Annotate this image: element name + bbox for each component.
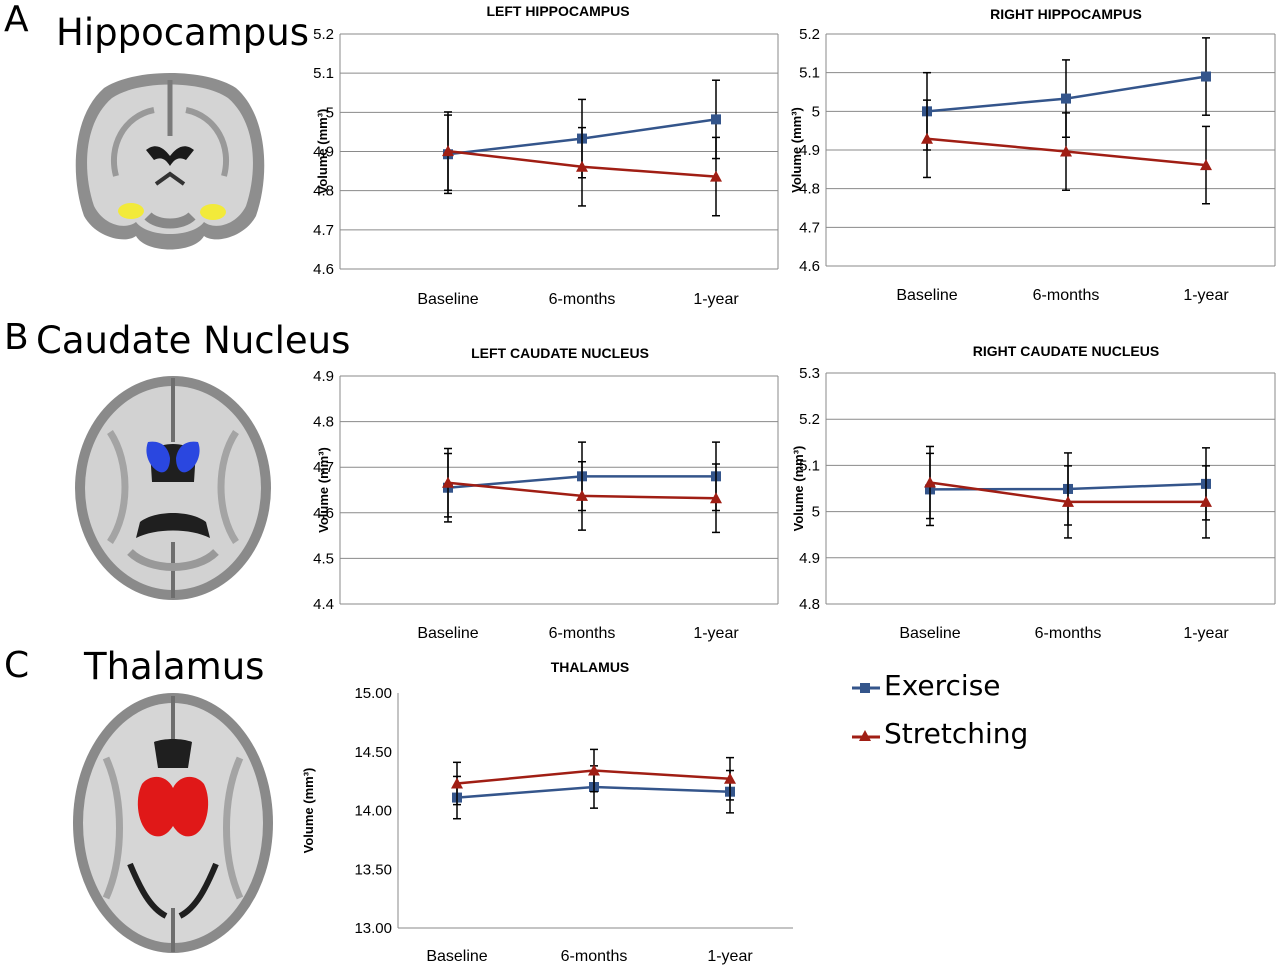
y-tick-label: 5.1 (799, 65, 820, 82)
x-tick-label: 6-months (1035, 625, 1102, 642)
y-tick-label: 4.7 (313, 459, 334, 476)
x-tick-label: 1-year (1183, 625, 1229, 642)
x-tick-label: Baseline (896, 287, 957, 304)
point-stretching (451, 777, 463, 789)
y-tick-label: 5 (812, 103, 820, 120)
x-tick-label: Baseline (417, 291, 478, 308)
brain-slice-axial-thalamus (73, 693, 273, 953)
point-stretching (710, 492, 722, 504)
chart-right-hippocampus: RIGHT HIPPOCAMPUS 4.6 4.7 4.8 4.9 5 5.1 5.2 Volu… (789, 6, 1276, 304)
x-tick-label: Baseline (899, 625, 960, 642)
y-tick-label: 5.2 (799, 26, 820, 43)
point-stretching (442, 476, 454, 488)
y-tick-label: 4.8 (799, 596, 820, 613)
y-tick-label: 14.00 (354, 803, 392, 820)
y-tick-label: 5.2 (799, 411, 820, 428)
point-stretching (924, 476, 936, 488)
y-tick-label: 4.8 (313, 183, 334, 200)
x-tick-label: 1-year (707, 948, 753, 965)
y-tick-label: 4.4 (313, 596, 334, 613)
y-tick-label: 5.1 (799, 457, 820, 474)
point-stretching (576, 160, 588, 172)
y-axis-label: Volume (mm³) (789, 107, 804, 193)
y-tick-label: 5.2 (313, 26, 334, 43)
point-stretching (576, 489, 588, 501)
y-tick-label: 4.9 (799, 142, 820, 159)
chart-title: RIGHT CAUDATE NUCLEUS (973, 343, 1159, 359)
legend-label-stretching: Stretching (884, 717, 1029, 750)
chart-title: LEFT HIPPOCAMPUS (486, 3, 629, 19)
caudate-left-highlight (146, 441, 170, 473)
x-tick-label: 6-months (549, 291, 616, 308)
point-exercise (711, 114, 721, 125)
thalamus-highlight (137, 776, 209, 837)
point-exercise (1201, 71, 1211, 82)
x-tick-label: 1-year (1183, 287, 1229, 304)
y-tick-label: 13.50 (354, 861, 392, 878)
y-tick-label: 5.3 (799, 365, 820, 382)
point-stretching (588, 764, 600, 776)
x-tick-label: Baseline (417, 625, 478, 642)
y-axis-label: Volume (mm³) (791, 446, 806, 532)
panel-letter-b: B (4, 317, 29, 358)
y-tick-label: 15.00 (354, 685, 392, 702)
y-tick-label: 4.8 (313, 414, 334, 431)
point-stretching (710, 170, 722, 182)
x-tick-label: 6-months (1033, 287, 1100, 304)
x-tick-label: Baseline (426, 948, 487, 965)
point-exercise (1061, 93, 1071, 104)
legend-label-exercise: Exercise (884, 669, 1001, 702)
brain-slice-coronal (75, 73, 265, 250)
panel-title-caudate: Caudate Nucleus (36, 319, 351, 362)
y-axis-label: Volume (mm³) (316, 447, 331, 533)
y-tick-label: 4.9 (313, 144, 334, 161)
point-stretching (921, 132, 933, 144)
y-tick-label: 4.5 (313, 550, 334, 567)
y-axis-label: Volume (mm³) (301, 768, 316, 854)
point-stretching (724, 772, 736, 784)
panel-title-thalamus: Thalamus (84, 645, 265, 688)
point-stretching (1062, 495, 1074, 507)
y-tick-label: 4.6 (313, 261, 334, 278)
chart-title: LEFT CAUDATE NUCLEUS (471, 345, 649, 361)
y-axis-label: Volume (mm³) (315, 109, 330, 195)
hippocampus-right-highlight (200, 204, 226, 220)
y-tick-label: 4.6 (799, 258, 820, 275)
y-tick-label: 13.00 (354, 920, 392, 937)
chart-right-caudate: RIGHT CAUDATE NUCLEUS 4.8 4.9 5 5.1 5.2 5.3 Vol… (791, 343, 1276, 642)
brain-slice-axial-caudate (75, 376, 271, 600)
y-tick-label: 4.7 (313, 222, 334, 239)
x-tick-label: 6-months (549, 625, 616, 642)
chart-left-caudate: LEFT CAUDATE NUCLEUS 4.4 4.5 4.6 4.7 4.8 4.9 Vo… (313, 345, 779, 642)
x-tick-label: 6-months (561, 948, 628, 965)
legend-marker-exercise (852, 683, 880, 693)
point-stretching (442, 145, 454, 157)
chart-title: THALAMUS (551, 659, 630, 675)
x-tick-label: 1-year (693, 625, 739, 642)
y-tick-label: 5 (812, 504, 820, 521)
caudate-right-highlight (176, 441, 200, 473)
chart-left-hippocampus: LEFT HIPPOCAMPUS 4.6 4.7 4.8 4.9 5 5.1 5.2 Volum… (313, 3, 779, 308)
y-tick-label: 14.50 (354, 744, 392, 761)
panel-letter-c: C (4, 645, 30, 686)
y-tick-label: 4.9 (799, 550, 820, 567)
chart-thalamus: THALAMUS 13.00 13.50 14.00 14.50 15.00 Volume … (301, 659, 793, 965)
y-tick-label: 5 (326, 104, 334, 121)
hippocampus-left-highlight (118, 203, 144, 219)
y-tick-label: 4.9 (313, 368, 334, 385)
point-stretching (1200, 159, 1212, 171)
y-tick-label: 4.7 (799, 219, 820, 236)
y-tick-label: 4.8 (799, 181, 820, 198)
x-tick-label: 1-year (693, 291, 739, 308)
panel-letter-a: A (4, 0, 29, 40)
chart-title: RIGHT HIPPOCAMPUS (990, 6, 1142, 22)
y-tick-label: 5.1 (313, 65, 334, 82)
legend-marker-stretching (852, 730, 880, 741)
panel-title-hippocampus: Hippocampus (56, 11, 309, 54)
point-stretching (1060, 145, 1072, 157)
y-tick-label: 4.6 (313, 505, 334, 522)
point-stretching (1200, 495, 1212, 507)
